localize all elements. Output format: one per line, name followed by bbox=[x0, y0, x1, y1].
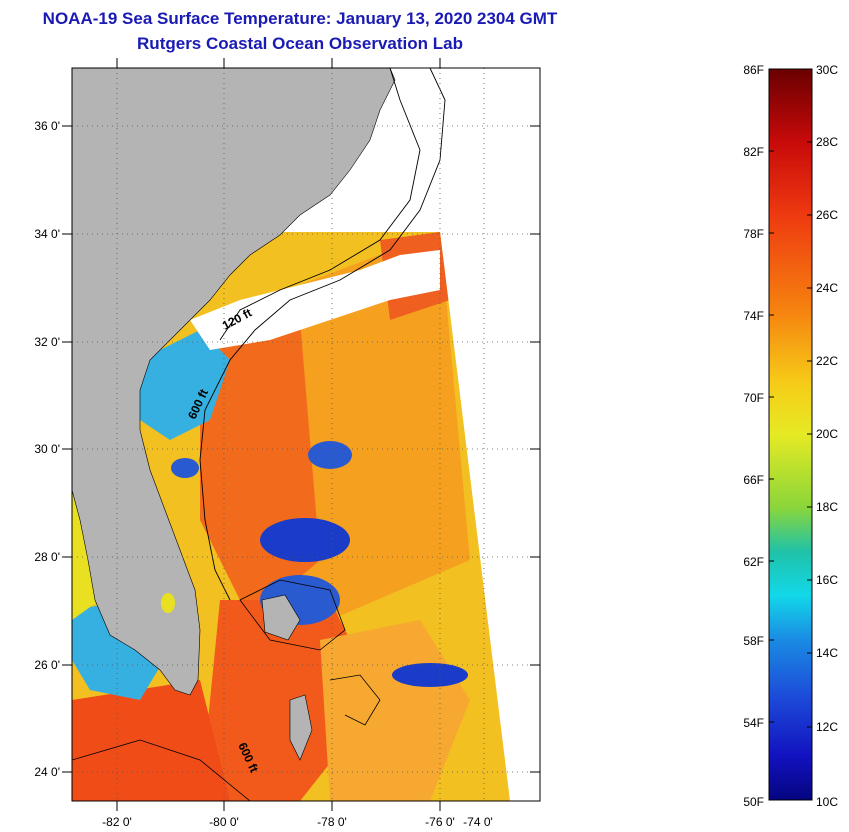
lon-label: -82 0' bbox=[102, 815, 132, 829]
colorbar-f-label: 82F bbox=[743, 145, 764, 159]
land-mass bbox=[72, 68, 396, 696]
colorbar-c-label: 30C bbox=[816, 63, 838, 77]
colorbar-c-label: 10C bbox=[816, 795, 838, 809]
lon-label: -78 0' bbox=[317, 815, 347, 829]
colorbar-f-label: 62F bbox=[743, 555, 764, 569]
lon-label: -80 0' bbox=[209, 815, 239, 829]
colorbar-f-label: 66F bbox=[743, 473, 764, 487]
colorbar-c-label: 20C bbox=[816, 427, 838, 441]
lat-label: 26 0' bbox=[34, 658, 60, 672]
map-subtitle: Rutgers Coastal Ocean Observation Lab bbox=[137, 34, 463, 53]
lat-label: 34 0' bbox=[34, 227, 60, 241]
colorbar-c-label: 28C bbox=[816, 135, 838, 149]
colorbar-c-label: 26C bbox=[816, 208, 838, 222]
map-panel: 120 ft 600 ft 600 ft bbox=[72, 68, 540, 801]
colorbar-f-label: 70F bbox=[743, 391, 764, 405]
lat-label: 24 0' bbox=[34, 765, 60, 779]
colorbar-c-label: 16C bbox=[816, 573, 838, 587]
lon-label: -76 0' bbox=[425, 815, 455, 829]
colorbar-f-label: 86F bbox=[743, 63, 764, 77]
axis-ticks bbox=[62, 58, 540, 811]
graticule bbox=[72, 68, 540, 801]
lat-label: 28 0' bbox=[34, 550, 60, 564]
colorbar: 86F 82F 78F 74F 70F 66F 62F 58F 54F 50F … bbox=[743, 63, 838, 809]
colorbar-f-label: 54F bbox=[743, 716, 764, 730]
map-title: NOAA-19 Sea Surface Temperature: January… bbox=[42, 9, 558, 28]
colorbar-c-label: 18C bbox=[816, 500, 838, 514]
colorbar-c-label: 14C bbox=[816, 646, 838, 660]
colorbar-f-label: 74F bbox=[743, 309, 764, 323]
colorbar-f-label: 50F bbox=[743, 795, 764, 809]
colorbar-f-label: 58F bbox=[743, 634, 764, 648]
colorbar-c-label: 22C bbox=[816, 354, 838, 368]
sst-swath bbox=[72, 232, 510, 801]
cloud-mask bbox=[190, 250, 440, 350]
colorbar-f-label: 78F bbox=[743, 227, 764, 241]
lon-label: -74 0' bbox=[463, 815, 493, 829]
lat-label: 30 0' bbox=[34, 442, 60, 456]
colorbar-gradient bbox=[768, 68, 813, 801]
colorbar-c-label: 24C bbox=[816, 281, 838, 295]
colorbar-c-label: 12C bbox=[816, 720, 838, 734]
lat-label: 32 0' bbox=[34, 335, 60, 349]
lat-label: 36 0' bbox=[34, 119, 60, 133]
